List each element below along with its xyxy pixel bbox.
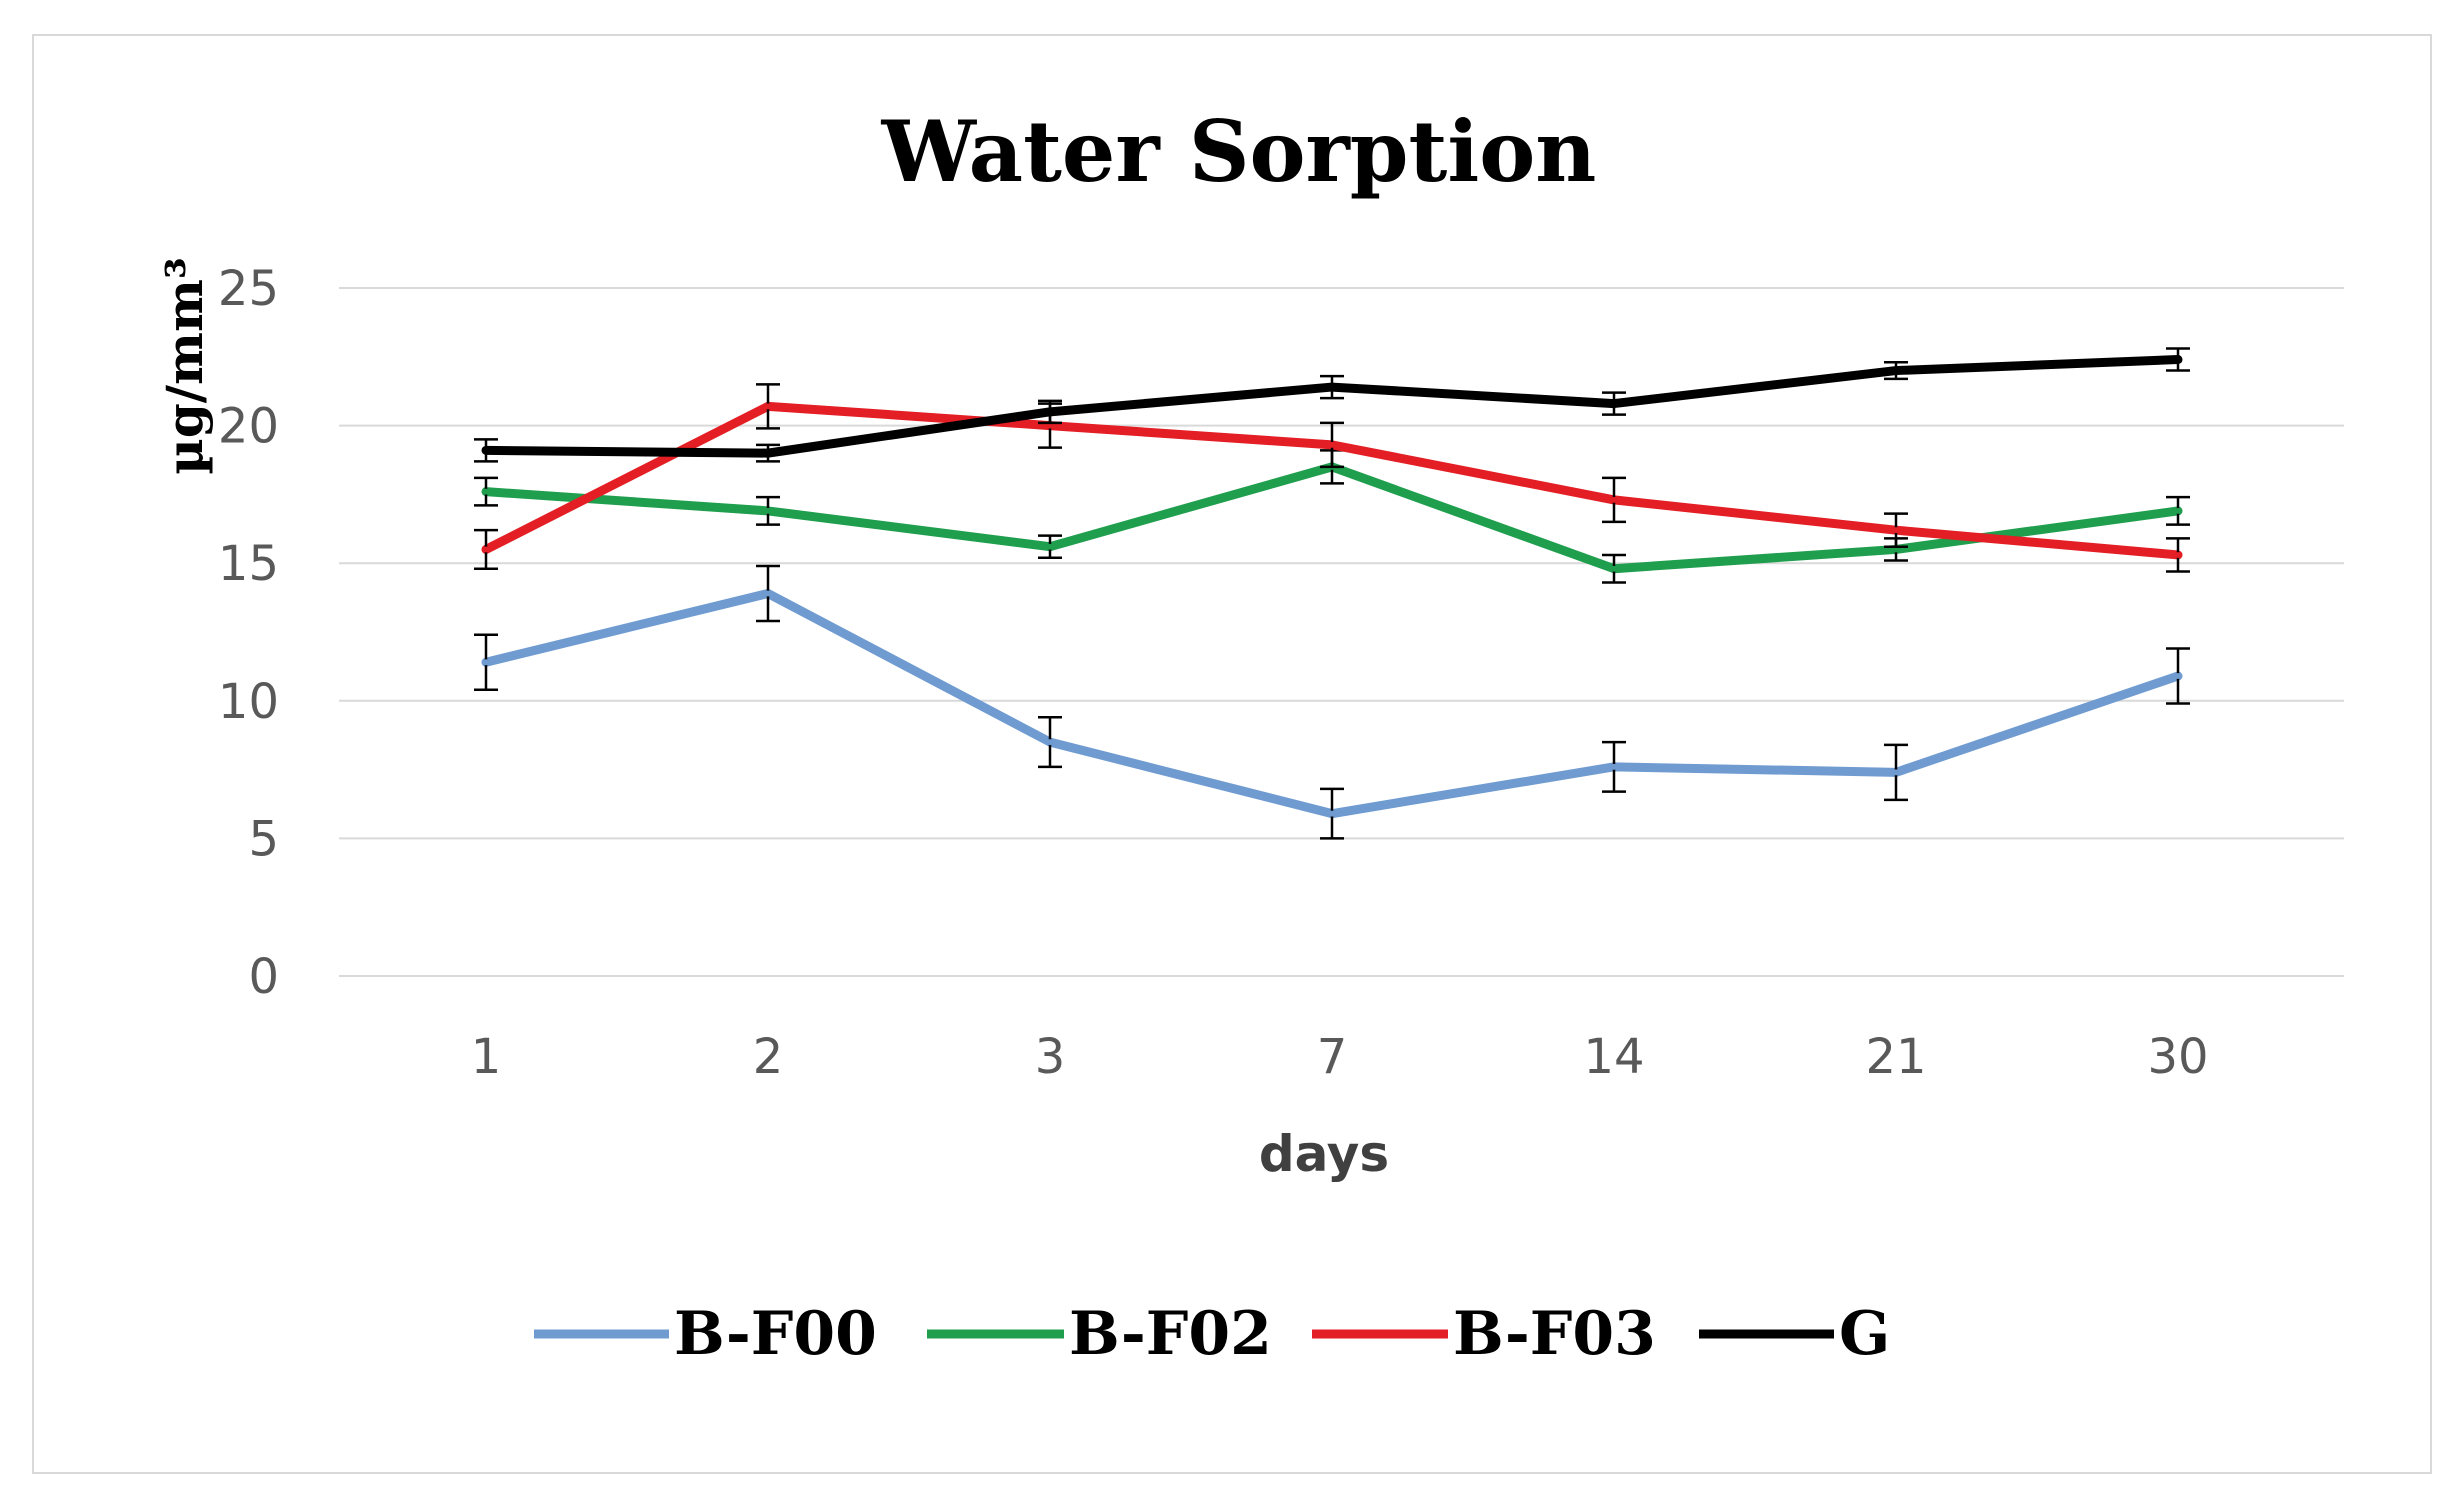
data-point-b-f00 <box>1329 810 1335 817</box>
legend-item-g: G <box>1699 1299 1890 1369</box>
data-point-g <box>1611 400 1617 407</box>
data-point-b-f00 <box>1611 763 1617 770</box>
y-tick-label: 0 <box>248 949 279 1005</box>
data-point-b-f02 <box>2175 507 2181 514</box>
x-tick-label: 7 <box>1317 1029 1348 1085</box>
series-layer <box>474 347 2190 840</box>
y-axis-label: µg/mm³ <box>155 257 214 475</box>
data-point-g <box>1047 408 1053 415</box>
data-point-b-f02 <box>1893 546 1899 553</box>
data-point-b-f00 <box>765 590 771 597</box>
x-axis-label: days <box>1259 1125 1389 1183</box>
data-point-b-f00 <box>1047 739 1053 746</box>
data-point-b-f02 <box>1047 543 1053 550</box>
legend-item-b-f03: B-F03 <box>1312 1299 1656 1369</box>
data-point-b-f03 <box>2175 551 2181 558</box>
data-point-g <box>483 447 489 454</box>
x-tick-label: 30 <box>2147 1029 2208 1085</box>
data-point-b-f03 <box>1893 527 1899 534</box>
legend-label-b-f03: B-F03 <box>1453 1299 1656 1369</box>
grid-layer: 0 5 10 15 20 25 1 2 3 7 14 21 30 <box>218 261 2344 1085</box>
legend-label-g: G <box>1839 1299 1890 1369</box>
x-tick-label: 2 <box>753 1029 784 1085</box>
data-point-b-f00 <box>483 659 489 666</box>
x-tick-label: 14 <box>1583 1029 1644 1085</box>
data-point-g <box>2175 356 2181 363</box>
y-tick-label: 5 <box>248 811 279 867</box>
data-point-b-f00 <box>1893 769 1899 776</box>
legend-label-b-f02: B-F02 <box>1069 1299 1272 1369</box>
chart-frame: Water Sorption µg/mm³ days 0 5 10 15 20 25 1 2 3… <box>32 34 2432 1474</box>
data-point-b-f03 <box>483 546 489 553</box>
water-sorption-chart: Water Sorption µg/mm³ days 0 5 10 15 20 25 1 2 3… <box>155 102 2344 1369</box>
y-tick-label: 25 <box>218 261 279 317</box>
legend-item-b-f00: B-F00 <box>534 1299 877 1369</box>
data-point-b-f03 <box>1329 441 1335 448</box>
series-b-f00 <box>474 564 2190 840</box>
data-point-b-f00 <box>2175 673 2181 680</box>
data-point-g <box>1329 384 1335 391</box>
data-point-b-f02 <box>483 488 489 495</box>
data-point-b-f03 <box>765 403 771 410</box>
data-point-b-f02 <box>1611 565 1617 572</box>
chart-title: Water Sorption <box>881 102 1597 201</box>
legend-item-b-f02: B-F02 <box>927 1299 1272 1369</box>
series-line-b-f00 <box>481 588 2183 819</box>
data-point-g <box>1893 367 1899 374</box>
x-tick-label: 1 <box>471 1029 502 1085</box>
data-point-b-f02 <box>765 507 771 514</box>
series-b-f03 <box>474 383 2190 573</box>
legend: B-F00 B-F02 B-F03 G <box>534 1299 1890 1369</box>
data-point-b-f03 <box>1611 496 1617 503</box>
legend-label-b-f00: B-F00 <box>674 1299 877 1369</box>
data-point-g <box>765 450 771 457</box>
y-tick-label: 15 <box>218 536 279 592</box>
data-point-b-f03 <box>1047 422 1053 429</box>
y-tick-label: 10 <box>218 674 279 730</box>
series-g <box>474 347 2190 463</box>
y-tick-label: 20 <box>218 399 279 455</box>
x-tick-label: 21 <box>1865 1029 1926 1085</box>
x-tick-label: 3 <box>1035 1029 1066 1085</box>
